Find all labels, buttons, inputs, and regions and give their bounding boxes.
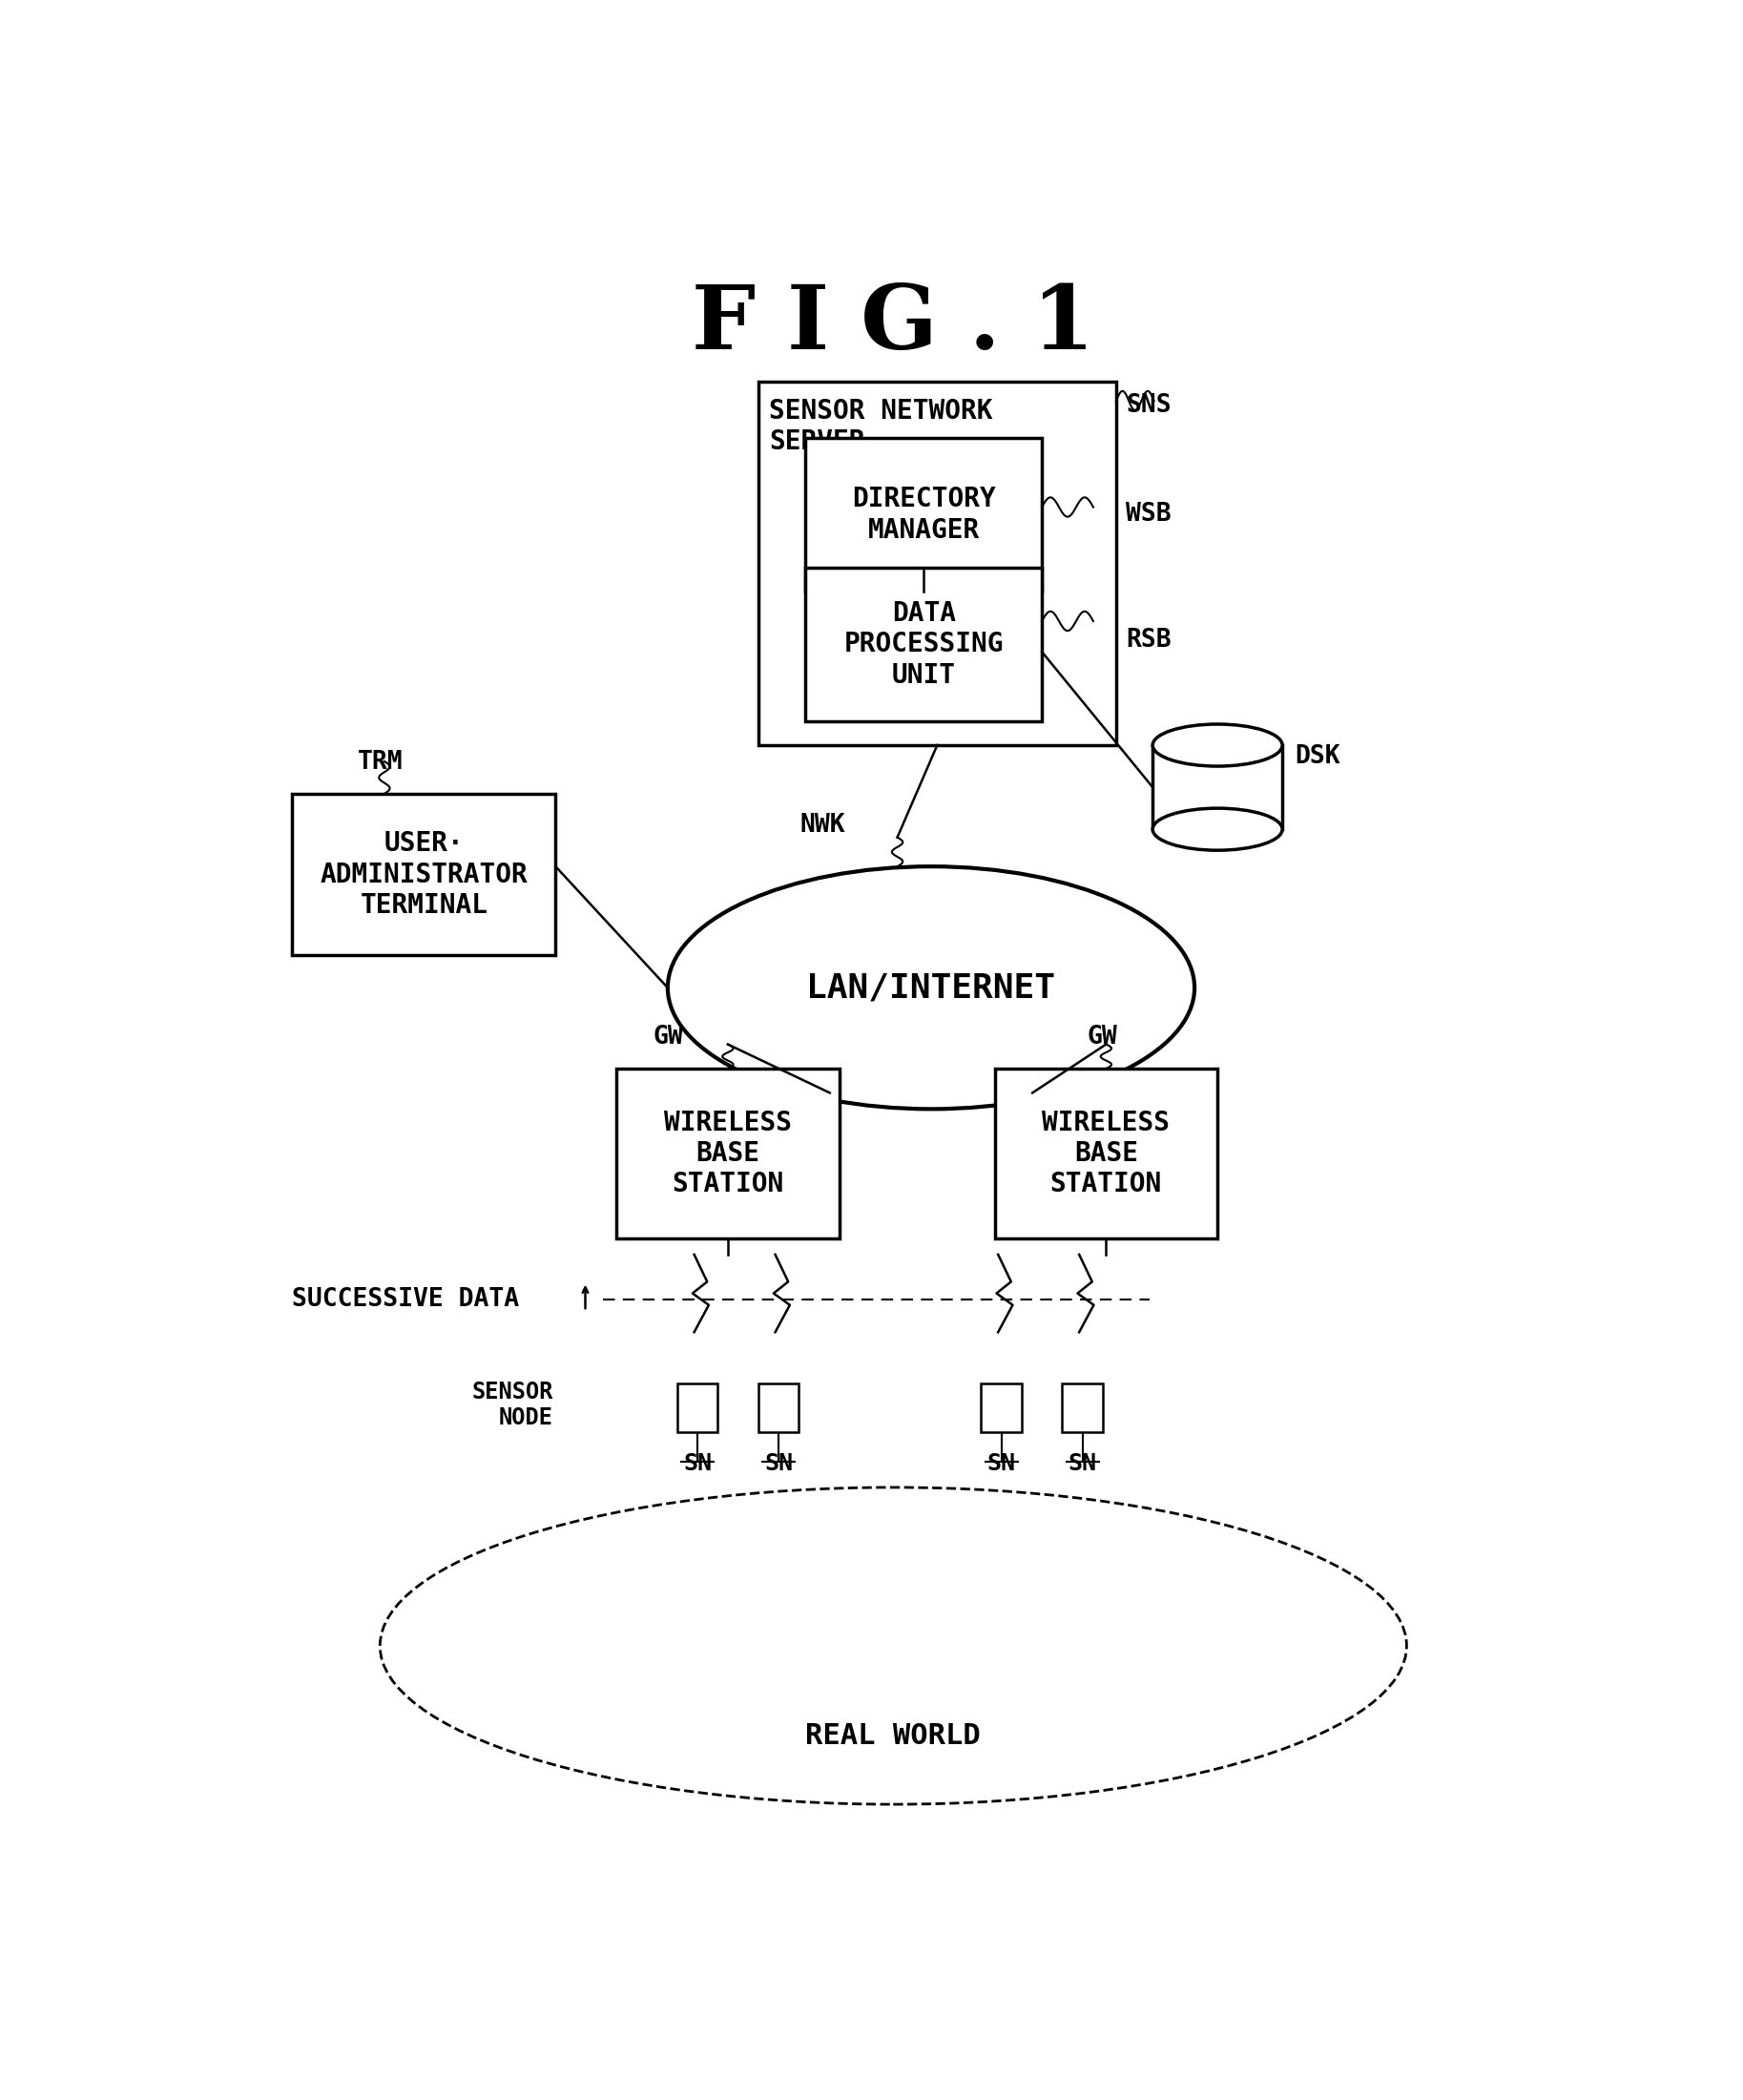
Text: SENSOR NETWORK
SERVER: SENSOR NETWORK SERVER: [769, 397, 994, 456]
Text: GW: GW: [652, 1025, 683, 1050]
Bar: [293, 794, 556, 956]
Ellipse shape: [1152, 808, 1283, 850]
Text: WIRELESS
BASE
STATION: WIRELESS BASE STATION: [1042, 1109, 1170, 1197]
Text: RSB: RSB: [1126, 628, 1171, 653]
Text: NWK: NWK: [800, 813, 845, 838]
Bar: [758, 382, 1116, 746]
Text: USER·
ADMINISTRATOR
TERMINAL: USER· ADMINISTRATOR TERMINAL: [321, 830, 528, 920]
Text: WIRELESS
BASE
STATION: WIRELESS BASE STATION: [664, 1109, 791, 1197]
Text: GW: GW: [1088, 1025, 1117, 1050]
Bar: [805, 439, 1042, 592]
Text: WSB: WSB: [1126, 502, 1171, 527]
Text: SN: SN: [683, 1451, 711, 1474]
Text: SN: SN: [987, 1451, 1016, 1474]
Text: TRM: TRM: [357, 750, 403, 775]
Text: LAN/INTERNET: LAN/INTERNET: [807, 972, 1056, 1004]
Text: REAL WORLD: REAL WORLD: [805, 1722, 981, 1749]
Ellipse shape: [1152, 724, 1283, 766]
Text: DSK: DSK: [1295, 743, 1340, 769]
Text: SENSOR
NODE: SENSOR NODE: [471, 1380, 553, 1430]
Text: SN: SN: [763, 1451, 793, 1474]
Text: SNS: SNS: [1126, 393, 1171, 418]
Bar: [981, 1384, 1021, 1432]
Bar: [676, 1384, 718, 1432]
Text: SN: SN: [1068, 1451, 1096, 1474]
Text: DATA
PROCESSING
UNIT: DATA PROCESSING UNIT: [844, 601, 1004, 689]
Ellipse shape: [668, 867, 1194, 1109]
Ellipse shape: [380, 1487, 1407, 1804]
Bar: [995, 1069, 1217, 1239]
Bar: [617, 1069, 840, 1239]
Bar: [1061, 1384, 1103, 1432]
Text: DIRECTORY
MANAGER: DIRECTORY MANAGER: [852, 485, 995, 544]
Bar: [758, 1384, 798, 1432]
Text: SUCCESSIVE DATA: SUCCESSIVE DATA: [293, 1287, 519, 1312]
Bar: [1152, 745, 1283, 830]
Text: F I G . 1: F I G . 1: [692, 281, 1095, 367]
Bar: [805, 567, 1042, 720]
